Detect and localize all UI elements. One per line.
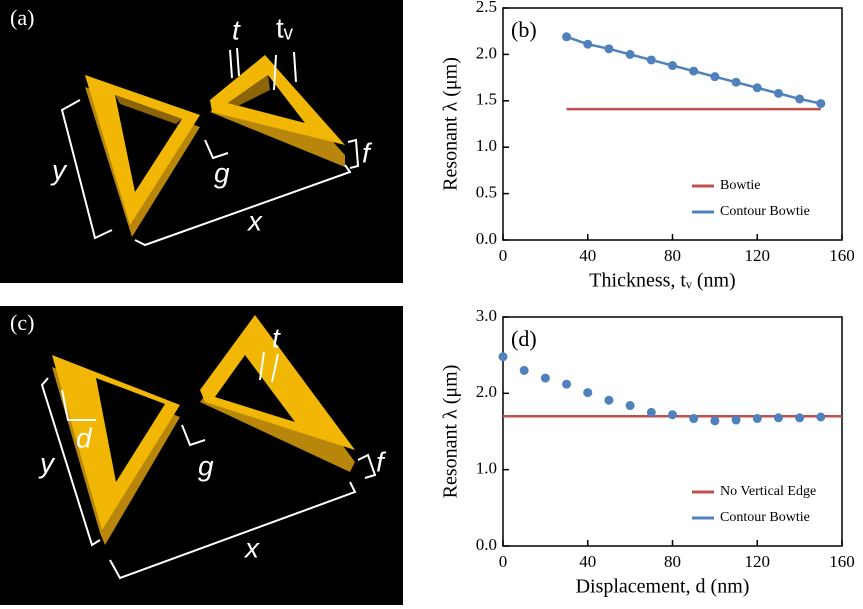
data-point xyxy=(816,412,825,421)
x-tick-label: 80 xyxy=(664,552,681,571)
x-axis-title: Thickness, tᵥ (nm) xyxy=(589,270,735,292)
dimension-label: t xyxy=(232,14,241,45)
data-point xyxy=(774,89,783,98)
y-tick-label: 3.0 xyxy=(476,306,497,325)
data-point xyxy=(689,67,698,76)
data-point xyxy=(626,50,635,59)
y-tick-label: 2.0 xyxy=(476,382,497,401)
data-point xyxy=(562,380,571,389)
data-point xyxy=(626,401,635,410)
y-axis-title: Resonant λ (μm) xyxy=(440,365,462,499)
data-point xyxy=(689,414,698,423)
data-point xyxy=(647,408,656,417)
data-point xyxy=(753,414,762,423)
dimension-label: x xyxy=(246,205,263,236)
x-tick-label: 120 xyxy=(745,246,771,265)
data-point xyxy=(710,72,719,81)
data-point xyxy=(753,83,762,92)
x-tick-label: 40 xyxy=(579,552,596,571)
dimension-label: d xyxy=(76,422,93,453)
y-tick-label: 2.0 xyxy=(476,43,497,62)
panel-label: (b) xyxy=(511,17,537,42)
panel-label: (c) xyxy=(10,310,34,335)
y-axis-title: Resonant λ (μm) xyxy=(440,57,462,191)
x-tick-label: 160 xyxy=(829,246,855,265)
panel-label: (d) xyxy=(511,326,537,351)
x-tick-label: 80 xyxy=(664,246,681,265)
y-tick-label: 0.0 xyxy=(476,535,497,554)
data-point xyxy=(774,413,783,422)
dimension-label: y xyxy=(38,447,56,478)
data-point xyxy=(562,32,571,41)
legend-label: Bowtie xyxy=(720,178,760,193)
data-point xyxy=(499,352,508,361)
data-point xyxy=(795,413,804,422)
x-tick-label: 0 xyxy=(499,246,508,265)
x-axis-title: Displacement, d (nm) xyxy=(576,576,750,598)
data-point xyxy=(732,78,741,87)
y-tick-label: 1.0 xyxy=(476,459,497,478)
dimension-label: tᵥ xyxy=(276,12,294,43)
data-point xyxy=(583,40,592,49)
illustration-a: (a) t tᵥ y g f x xyxy=(0,0,403,283)
data-point xyxy=(604,396,613,405)
x-tick-label: 120 xyxy=(745,552,771,571)
y-tick-label: 1.0 xyxy=(476,136,497,155)
data-point xyxy=(520,366,529,375)
y-tick-label: 0.5 xyxy=(476,183,497,202)
data-point xyxy=(816,99,825,108)
legend-label: No Vertical Edge xyxy=(720,484,816,499)
y-tick-label: 0.0 xyxy=(476,229,497,248)
dimension-label: x xyxy=(243,532,260,563)
legend-label: Contour Bowtie xyxy=(720,510,810,525)
x-tick-label: 0 xyxy=(499,552,508,571)
data-point xyxy=(604,44,613,53)
y-tick-label: 1.5 xyxy=(476,90,497,109)
data-point xyxy=(583,388,592,397)
dimension-label: y xyxy=(50,154,68,185)
panel-background xyxy=(0,0,403,283)
data-point xyxy=(647,55,656,64)
data-point xyxy=(732,416,741,425)
y-tick-label: 2.5 xyxy=(476,0,497,16)
data-point xyxy=(710,416,719,425)
data-point xyxy=(668,61,677,70)
data-point xyxy=(668,410,677,419)
data-point xyxy=(795,94,804,103)
x-tick-label: 160 xyxy=(829,552,855,571)
panel-label: (a) xyxy=(10,5,34,30)
illustration-c: (c) t d y g f x xyxy=(0,306,403,605)
dimension-label: g xyxy=(214,157,230,188)
dimension-label: g xyxy=(198,450,214,481)
figure: (a) t tᵥ y g f x (c) t d y g f x 0.0 0.5 1… xyxy=(0,0,863,609)
data-point xyxy=(541,374,550,383)
x-tick-label: 40 xyxy=(579,246,596,265)
dimension-label: t xyxy=(272,322,281,353)
legend-label: Contour Bowtie xyxy=(720,204,810,219)
